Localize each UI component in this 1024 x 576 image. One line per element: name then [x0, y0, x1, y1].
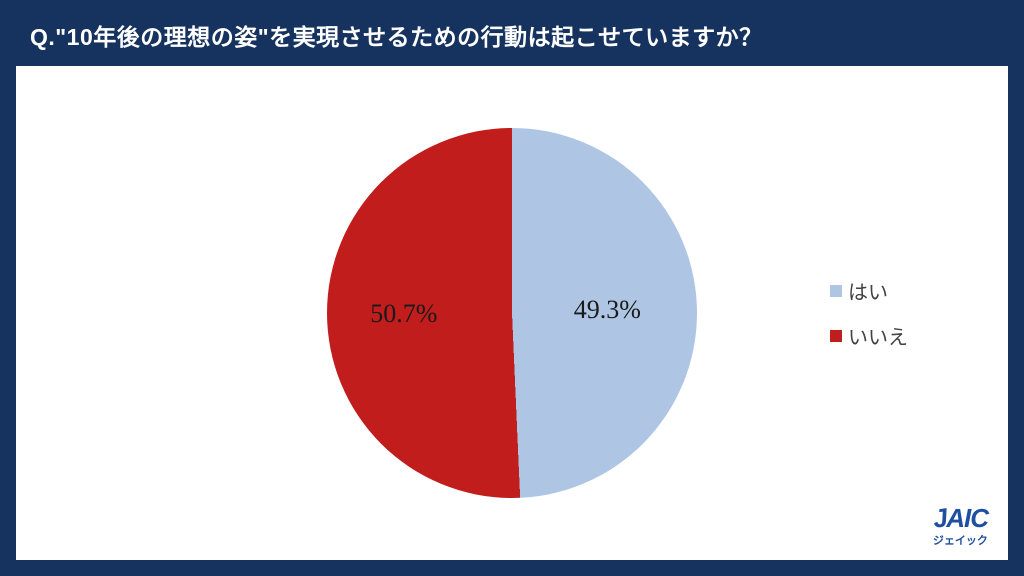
chart-panel: 49.3% 50.7% はい いいえ JAIC ジェイック [16, 66, 1008, 560]
legend-swatch-icon [830, 330, 842, 342]
logo-subtext: ジェイック [933, 532, 988, 548]
pie-chart: 49.3% 50.7% [327, 128, 697, 498]
question-title: Q."10年後の理想の姿"を実現させるための行動は起こせていますか？ [0, 0, 1024, 66]
logo-text: AIC [946, 503, 988, 533]
legend-swatch-icon [830, 285, 842, 297]
legend: はい いいえ [830, 276, 908, 350]
legend-item-yes: はい [830, 276, 908, 305]
logo-mark: JAIC [933, 505, 988, 531]
chart-frame: Q."10年後の理想の姿"を実現させるための行動は起こせていますか？ 49.3%… [0, 0, 1024, 576]
slice-label-yes: 49.3% [574, 295, 641, 325]
legend-label: はい [848, 276, 888, 305]
brand-logo: JAIC ジェイック [933, 505, 988, 548]
slice-label-no: 50.7% [370, 299, 437, 329]
legend-label: いいえ [848, 321, 908, 350]
legend-item-no: いいえ [830, 321, 908, 350]
